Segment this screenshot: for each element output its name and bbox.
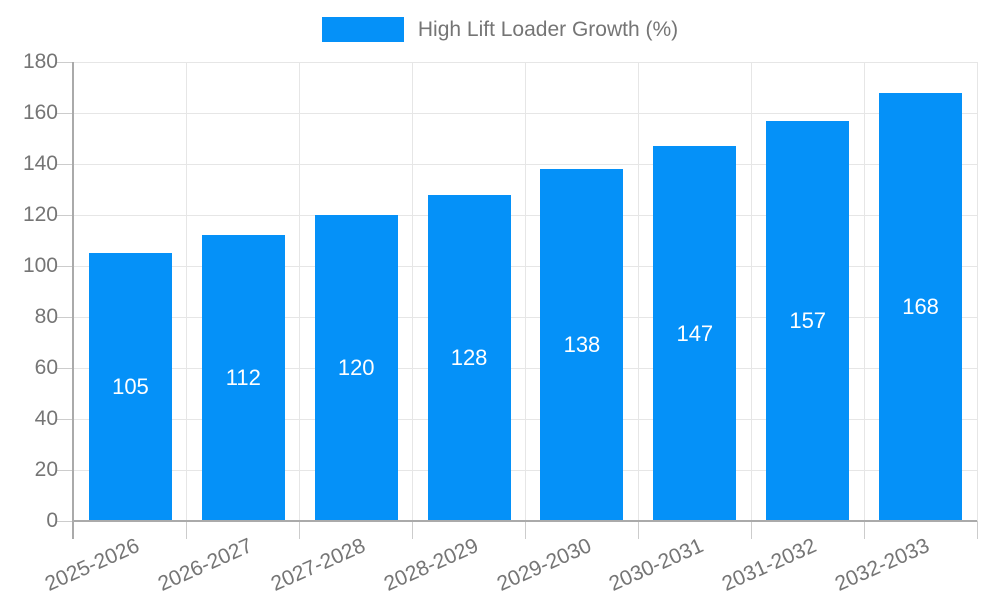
x-axis-label: 2032-2033 [831, 534, 933, 596]
x-axis-label: 2027-2028 [267, 534, 369, 596]
x-axis-tick [863, 521, 865, 539]
gridline-vertical [299, 62, 301, 521]
bar-value-label: 147 [676, 320, 714, 346]
y-axis-tick [56, 367, 74, 369]
bar-value-label: 112 [225, 365, 261, 391]
y-axis-line [72, 62, 74, 539]
bar[interactable]: 120 [314, 215, 398, 521]
y-axis-label: 140 [22, 152, 58, 175]
y-axis-tick [56, 469, 74, 471]
x-axis-tick [186, 521, 188, 539]
legend[interactable]: High Lift Loader Growth (%) [0, 17, 1000, 42]
bar-value-label: 120 [337, 355, 375, 380]
bar-value-label: 157 [789, 307, 827, 333]
gridline-vertical [637, 62, 639, 521]
x-axis-tick [637, 521, 639, 539]
y-axis-tick [56, 214, 74, 216]
x-axis-label: 2028-2029 [380, 534, 482, 596]
y-axis-label: 180 [22, 50, 58, 73]
y-axis-label: 100 [22, 254, 58, 277]
x-axis-label: 2026-2027 [154, 534, 256, 596]
y-axis-tick [56, 265, 74, 267]
legend-label: High Lift Loader Growth (%) [417, 18, 679, 41]
gridline-vertical [750, 62, 752, 521]
x-axis-tick [299, 521, 301, 539]
y-axis-tick [56, 520, 74, 522]
x-axis-label: 2025-2026 [41, 534, 143, 596]
bar[interactable]: 112 [201, 235, 285, 521]
x-axis-tick [412, 521, 414, 539]
gridline-vertical [976, 62, 978, 521]
gridline-vertical [525, 62, 526, 521]
y-axis-label: 20 [34, 458, 58, 481]
y-axis-tick [56, 112, 74, 114]
x-axis-tick [525, 521, 526, 539]
gridline-vertical [412, 62, 414, 521]
bar[interactable]: 105 [88, 253, 172, 521]
x-axis-label: 2029-2030 [493, 534, 595, 596]
y-axis-label: 40 [34, 407, 58, 430]
x-axis-tick [976, 521, 978, 539]
bar-value-label: 105 [112, 374, 149, 400]
y-axis-tick [56, 316, 74, 318]
x-axis-label: 2031-2032 [718, 534, 821, 596]
bar-value-label: 128 [450, 344, 488, 370]
y-axis-label: 120 [22, 203, 58, 226]
y-axis-label: 160 [22, 101, 58, 124]
bar[interactable]: 128 [427, 194, 511, 521]
bar[interactable]: 157 [766, 120, 850, 521]
y-axis-tick [56, 163, 74, 165]
y-axis-tick [56, 418, 74, 420]
gridline-vertical [186, 62, 188, 521]
bar[interactable]: 168 [879, 92, 963, 521]
y-axis-label: 60 [34, 356, 58, 379]
x-axis-tick [750, 521, 752, 539]
bar-value-label: 138 [563, 332, 601, 358]
bar[interactable]: 138 [540, 169, 624, 521]
legend-swatch[interactable] [321, 17, 404, 42]
x-axis-label: 2030-2031 [606, 534, 708, 596]
bar-value-label: 168 [902, 293, 939, 319]
y-axis-label: 0 [46, 509, 58, 532]
gridline-vertical [863, 62, 865, 521]
y-axis-tick [56, 61, 74, 63]
x-axis-line [74, 520, 977, 522]
bar[interactable]: 147 [653, 146, 737, 521]
y-axis-label: 80 [34, 305, 58, 328]
